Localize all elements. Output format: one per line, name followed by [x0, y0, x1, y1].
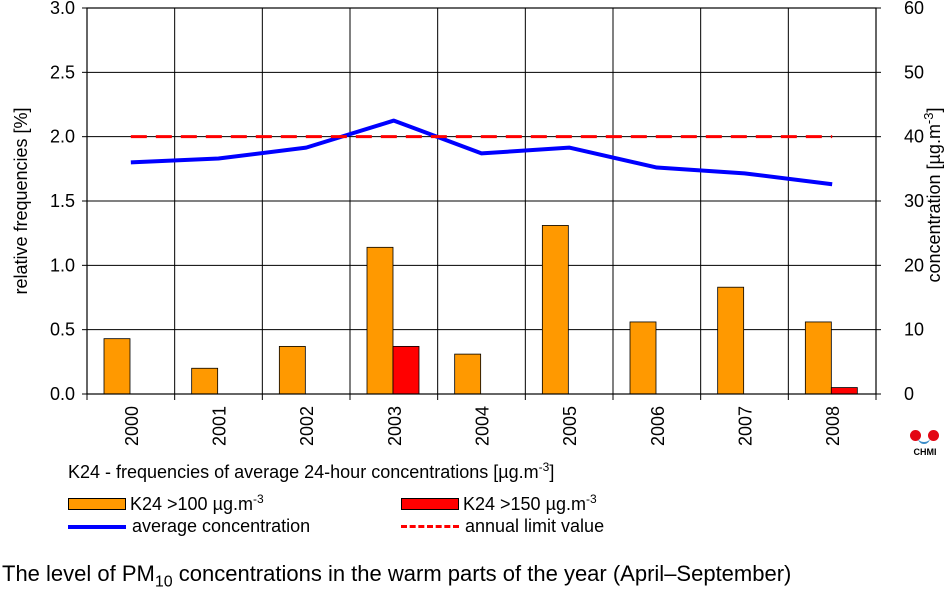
y-tick-label: 3.0: [50, 0, 75, 18]
y2-tick-label: 40: [904, 127, 924, 147]
legend: K24 - frequencies of average 24-hour con…: [68, 458, 708, 542]
y2-tick-label: 50: [904, 62, 924, 82]
y2-axis-title: concentration [µg.m-3]: [921, 107, 944, 282]
logo-text: CHMI: [913, 447, 937, 457]
legend-label-limit: annual limit value: [465, 516, 605, 536]
series-line-average-concentration: [130, 118, 833, 187]
x-tick-label: 2001: [210, 406, 230, 446]
legend-title: K24 - frequencies of average 24-hour con…: [68, 460, 554, 483]
y-tick-label: 2.5: [50, 62, 75, 82]
bar-k24-100-2002: [278, 345, 306, 395]
y2-tick-label: 20: [904, 255, 924, 275]
legend-item-average: average concentration: [68, 516, 310, 537]
y-tick-label: 1.0: [50, 255, 75, 275]
legend-item-k24-150: K24 >150 µg.m-3: [401, 492, 597, 515]
y2-tick-label: 0: [904, 384, 914, 404]
bar-k24-150-2008: [830, 387, 858, 395]
legend-swatch-k24-100: [68, 497, 126, 510]
y-axis-title: relative frequencies [%]: [11, 107, 31, 294]
bar-k24-150-2003: [392, 345, 420, 395]
bar-k24-100-2008: [804, 321, 832, 395]
y2-tick-label: 30: [904, 191, 924, 211]
x-tick-label: 2004: [473, 406, 493, 446]
legend-swatch-k24-150: [401, 497, 459, 510]
caption-subscript: 10: [154, 573, 173, 591]
caption-prefix: The level of PM: [2, 561, 155, 586]
logo-dot-left: [910, 430, 921, 441]
bar-k24-100-2007: [717, 286, 745, 395]
x-tick-label: 2007: [736, 406, 756, 446]
y-tick-label: 0.5: [50, 320, 75, 340]
x-tick-label: 2003: [385, 406, 405, 446]
bar-k24-100-2005: [541, 225, 569, 395]
logo-wave: [918, 436, 930, 444]
x-tick-label: 2002: [297, 406, 317, 446]
y-tick-label: 1.5: [50, 191, 75, 211]
legend-item-limit: annual limit value: [401, 516, 604, 537]
chmi-logo: CHMI: [908, 428, 942, 464]
legend-label-average: average concentration: [132, 516, 311, 536]
legend-title-text: K24 - frequencies of average 24-hour con…: [68, 460, 555, 482]
x-tick-label: 2000: [122, 406, 142, 446]
plot-frame: [86, 7, 877, 395]
y2-tick-label: 10: [904, 320, 924, 340]
bar-k24-100-2001: [191, 367, 219, 395]
y2-tick-label: 60: [904, 0, 924, 18]
chart: 0.0 0.5 1.0 1.5 2.0 2.5 3.0 0 10 20 30 40 50 60 2000 20…: [11, 0, 944, 446]
legend-line-limit: [401, 525, 459, 528]
bar-k24-100-2003: [366, 246, 394, 395]
figure-caption: The level of PM10 concentrations in the …: [2, 561, 791, 591]
x-tick-label: 2006: [648, 406, 668, 446]
bar-k24-100-2000: [103, 338, 131, 395]
legend-line-average: [68, 524, 126, 529]
x-tick-label: 2005: [560, 406, 580, 446]
legend-item-k24-100: K24 >100 µg.m-3: [68, 492, 264, 515]
caption-suffix: concentrations in the warm parts of the …: [172, 561, 792, 586]
legend-label-k24-100: K24 >100 µg.m-3: [130, 492, 264, 514]
y-tick-label: 0.0: [50, 384, 75, 404]
x-tick-label: 2008: [823, 406, 843, 446]
bar-k24-100-2006: [629, 321, 657, 395]
legend-label-k24-150: K24 >150 µg.m-3: [463, 492, 597, 514]
logo-dot-right: [928, 430, 939, 441]
bar-k24-100-2004: [454, 353, 482, 395]
chmi-logo-mark: [908, 428, 942, 446]
y-tick-label: 2.0: [50, 127, 75, 147]
